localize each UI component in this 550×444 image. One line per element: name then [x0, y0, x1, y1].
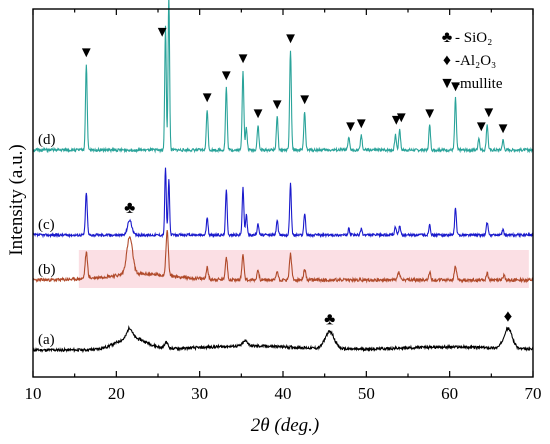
triangle-legend-icon: ▼ — [439, 75, 455, 92]
x-tick-label: 50 — [358, 384, 375, 403]
diamond-legend-icon: ♦ — [443, 52, 451, 69]
x-tick-label: 40 — [275, 384, 292, 403]
series-label: (a) — [38, 332, 55, 348]
triangle-marker: ▼ — [270, 97, 285, 113]
series-group — [32, 0, 534, 354]
x-axis-label: 2θ (deg.) — [251, 415, 319, 436]
triangle-marker: ▼ — [236, 51, 251, 67]
series-line-d — [32, 0, 534, 154]
triangle-marker: ▼ — [448, 79, 463, 95]
triangle-marker: ▼ — [394, 110, 409, 126]
y-axis-label: Intensity (a.u.) — [6, 144, 27, 255]
series-label: (d) — [38, 132, 56, 148]
series-label: (c) — [38, 217, 55, 233]
x-tick-label: 20 — [108, 384, 125, 403]
triangle-marker: ▼ — [422, 106, 437, 122]
club-marker: ♣ — [324, 310, 335, 329]
legend-label: - SiO₂ — [455, 30, 492, 46]
x-axis-ticks — [32, 9, 534, 377]
x-tick-label: 70 — [525, 384, 542, 403]
triangle-marker: ▼ — [283, 31, 298, 47]
triangle-marker: ▼ — [297, 92, 312, 108]
triangle-marker: ▼ — [389, 112, 404, 128]
x-tick-label: 10 — [25, 384, 42, 403]
triangle-marker: ▼ — [481, 105, 496, 121]
series-labels: (a) (b) (c) (d) — [38, 132, 56, 348]
legend-label: -mullite — [455, 76, 503, 92]
series-label: (b) — [38, 262, 56, 278]
triangle-marker: ▼ — [200, 90, 215, 106]
triangle-marker: ▼ — [496, 121, 511, 137]
triangle-marker: ▼ — [251, 106, 266, 122]
legend: ♣ - SiO₂♦ -Al₂O₃▼ -mullite — [439, 29, 503, 92]
series-line-a — [32, 324, 534, 354]
series-line-b — [32, 229, 534, 284]
club-legend-icon: ♣ — [442, 29, 453, 46]
triangle-marker: ▼ — [219, 68, 234, 84]
triangle-marker: ▼ — [155, 25, 170, 41]
triangle-marker: ▼ — [79, 45, 94, 61]
legend-label: -Al₂O₃ — [455, 53, 496, 69]
triangle-marker: ▼ — [474, 119, 489, 135]
triangle-marker: ▼ — [354, 116, 369, 132]
peak-markers: ▼▼▼▼▼▼▼▼▼▼▼▼▼▼▼▼▼▼▼♣♣♦ — [79, 25, 513, 329]
x-axis-tick-labels: 10 20 30 40 50 60 70 — [25, 384, 542, 403]
club-marker: ♣ — [124, 198, 135, 217]
x-tick-label: 60 — [441, 384, 458, 403]
highlight-band — [78, 250, 529, 288]
series-line-c — [32, 167, 534, 239]
triangle-marker: ▼ — [343, 119, 358, 135]
diamond-marker: ♦ — [504, 306, 513, 325]
x-tick-label: 30 — [191, 384, 208, 403]
